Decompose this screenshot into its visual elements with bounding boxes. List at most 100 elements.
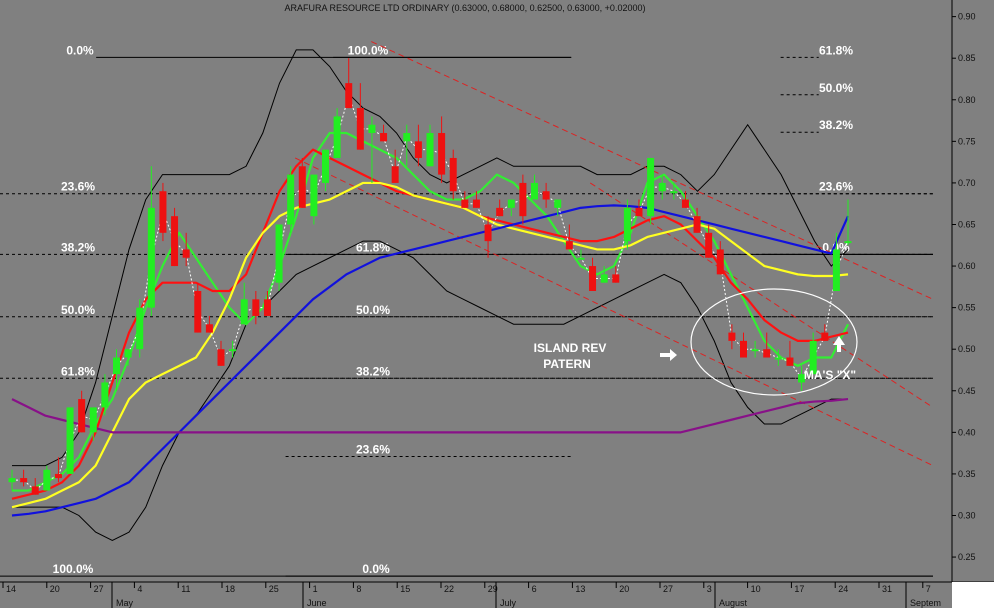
x-tick-label: 10 [751, 584, 761, 594]
candle-body [693, 216, 701, 233]
candle-body [124, 349, 132, 358]
candlesticks [8, 58, 852, 495]
x-axis: 14 20 27 4 11 18 25 1 8 15 22 29 6 13 20 27 3 10 17 24 31 7Ma… [0, 581, 994, 608]
candle-body [43, 469, 51, 491]
candle-body [554, 199, 562, 208]
candle-body [356, 108, 364, 150]
annotations: ISLAND REV PATERN MA'S "X" [534, 288, 858, 396]
candle-body [252, 299, 260, 316]
candle-body [705, 232, 713, 258]
candle-body [78, 399, 86, 433]
x-axis-panel [0, 582, 952, 608]
ma_long-line [11, 204, 850, 517]
x-tick-label: 6 [532, 584, 537, 594]
candle-body [728, 332, 736, 341]
y-tick-label: 0.45 [958, 386, 976, 396]
candle-body [298, 166, 306, 208]
x-tick-label: 31 [882, 584, 892, 594]
candle-body [113, 357, 120, 375]
candle-body [658, 182, 666, 192]
y-tick-label: 0.80 [958, 95, 976, 105]
candle-body [205, 324, 213, 333]
candle-body [89, 407, 97, 433]
candle-body [774, 357, 782, 360]
candle-body [345, 83, 353, 109]
up-arrow-icon [833, 336, 845, 352]
candle-body [832, 249, 840, 291]
y-tick-label: 0.60 [958, 261, 976, 271]
candle-body [287, 174, 295, 225]
y-axis-panel [952, 0, 994, 582]
month-label: August [719, 598, 748, 608]
y-axis: 0.90 0.85 0.80 0.75 0.70 0.65 0.60 0.55 0.50 0.45… [951, 0, 994, 582]
x-tick-label: 24 [838, 584, 848, 594]
x-tick-label: 14 [6, 584, 16, 594]
y-tick-label: 0.50 [958, 344, 976, 354]
candle-body [449, 157, 457, 192]
candle-body [54, 473, 62, 479]
x-tick-label: 18 [225, 584, 235, 594]
candle-body [333, 116, 341, 158]
candle-body [542, 191, 550, 200]
x-tick-label: 1 [313, 584, 318, 594]
x-tick-label: 25 [269, 584, 279, 594]
candle-body [159, 191, 167, 233]
y-tick-label: 0.40 [958, 427, 976, 437]
candle-body [391, 166, 399, 183]
y-tick-label: 0.35 [958, 469, 976, 479]
candle-body [275, 224, 283, 283]
candle-body [414, 141, 422, 158]
candle-body [496, 207, 504, 217]
candle-body [635, 207, 643, 217]
candle-body [484, 224, 492, 242]
candle-body [31, 486, 39, 495]
candle-body [438, 133, 446, 175]
x-tick-label: 17 [794, 584, 804, 594]
fib-label: 61.8% [819, 43, 853, 57]
candle-body [809, 340, 817, 375]
channel-line [294, 157, 934, 467]
fib-label: 38.2% [819, 118, 853, 132]
candle-body [844, 241, 852, 244]
fib-label: 50.0% [819, 81, 853, 95]
candle-body [240, 299, 248, 325]
candle-body [670, 191, 678, 194]
candle-body [263, 299, 271, 316]
x-tick-label: 27 [94, 584, 104, 594]
candle-body [403, 133, 411, 142]
candle-body [612, 274, 620, 283]
candle-body [217, 349, 225, 366]
candle-body [426, 133, 434, 167]
x-tick-label: 11 [181, 584, 190, 594]
candle-body [368, 124, 376, 134]
candle-body [182, 249, 190, 258]
fib-label: 38.2% [356, 364, 390, 378]
annotation-ma-cross: MA'S "X" [804, 368, 856, 382]
x-tick-label: 27 [663, 584, 673, 594]
x-tick-label: 8 [356, 584, 361, 594]
x-tick-label: 20 [50, 584, 60, 594]
y-tick-label: 0.75 [958, 136, 976, 146]
x-tick-label: 13 [575, 584, 585, 594]
y-tick-label: 0.65 [958, 219, 976, 229]
fib-label: 0.0% [362, 562, 390, 576]
candle-body [229, 349, 237, 352]
annotation-patern: PATERN [543, 357, 591, 371]
candle-body [194, 291, 202, 333]
y-tick-label: 0.30 [958, 510, 976, 520]
candle-body [380, 133, 388, 142]
fib-label: 61.8% [61, 364, 95, 378]
bollinger-lower [12, 240, 848, 541]
fib-label: 23.6% [61, 180, 95, 194]
y-tick-label: 0.70 [958, 178, 976, 188]
candle-body [681, 199, 689, 208]
candle-body [798, 374, 806, 383]
fib-label: 50.0% [356, 303, 390, 317]
month-label: June [307, 598, 327, 608]
candle-body [751, 349, 759, 352]
candle-body [136, 307, 144, 350]
right-arrow-icon [660, 349, 677, 361]
candle-body [716, 249, 724, 275]
